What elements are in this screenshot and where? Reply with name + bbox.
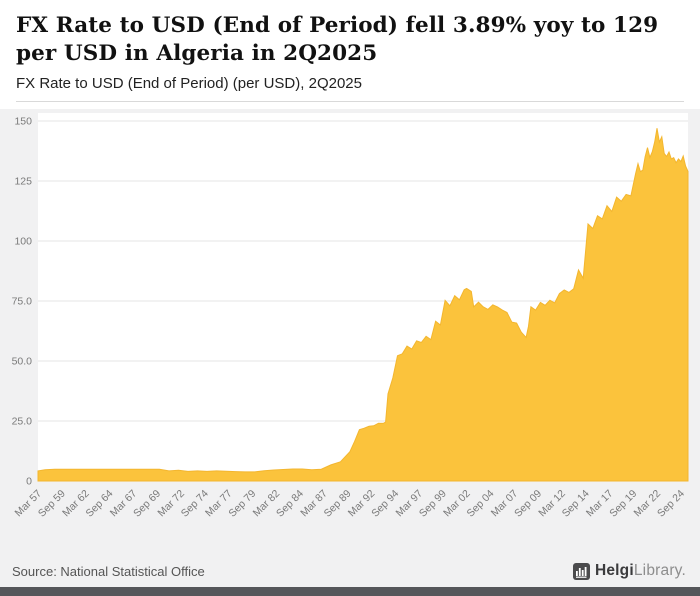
chart-subtitle: FX Rate to USD (End of Period) (per USD)… <box>16 75 362 93</box>
header-divider <box>16 101 684 103</box>
svg-text:125: 125 <box>14 176 32 188</box>
chart-header: FX Rate to USD (End of Period) fell 3.89… <box>0 0 700 110</box>
svg-text:150: 150 <box>14 116 32 128</box>
header-pad <box>16 102 684 110</box>
helgilibrary-logo-text: HelgiLibrary. <box>595 562 686 580</box>
logo-text-bold: Helgi <box>594 562 634 579</box>
page-title: FX Rate to USD (End of Period) fell 3.89… <box>16 12 684 67</box>
svg-text:Sep 24: Sep 24 <box>655 488 687 520</box>
logo-text-light: Library. <box>633 562 686 579</box>
page-title-line2: per USD in Algeria in 2Q2025 <box>16 40 378 66</box>
svg-text:0: 0 <box>26 476 32 488</box>
svg-text:25.0: 25.0 <box>12 416 33 428</box>
svg-text:75.0: 75.0 <box>12 296 33 308</box>
footer: Source: National Statistical Office Helg… <box>0 560 700 587</box>
svg-text:50.0: 50.0 <box>12 356 33 368</box>
helgilibrary-logo: HelgiLibrary. <box>572 562 686 580</box>
helgilibrary-logo-icon <box>572 562 590 580</box>
page-title-line1: FX Rate to USD (End of Period) fell 3.89… <box>16 13 659 38</box>
chart-area: 0 25.0 50.0 75.0 100 125 150 Mar 57 Sep 59 Mar 62… <box>0 109 700 560</box>
source-text: Source: National Statistical Office <box>12 563 205 579</box>
bottom-bar <box>0 587 700 596</box>
svg-text:100: 100 <box>14 236 32 248</box>
